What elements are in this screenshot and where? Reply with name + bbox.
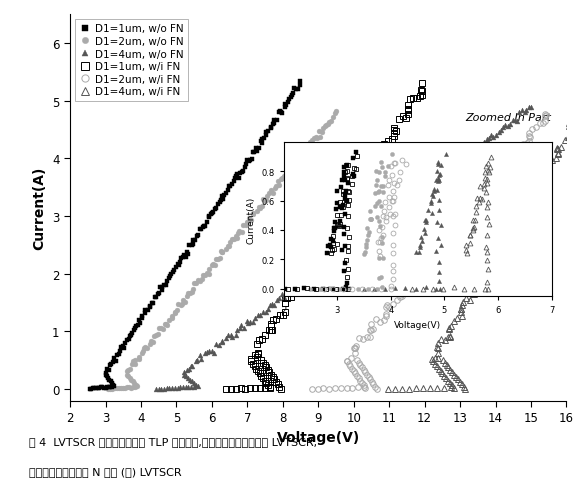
D1=4um, w/i FN <box>494 256 501 262</box>
Text: Zoomed In Part: Zoomed In Part <box>465 113 552 123</box>
D1=4um, w/o FN <box>274 298 281 304</box>
D1=4um, w/i FN <box>578 106 584 112</box>
Line: D1=4um, w/i FN: D1=4um, w/i FN <box>385 106 584 392</box>
D1=2um, w/o FN <box>332 109 339 115</box>
D1=1um, w/i FN <box>418 81 425 87</box>
D1=1um, w/o FN <box>86 386 93 392</box>
D1=2um, w/o FN <box>104 386 111 392</box>
D1=1um, w/o FN <box>134 323 141 329</box>
Line: D1=1um, w/o FN: D1=1um, w/o FN <box>87 80 303 392</box>
Text: 空心曲线为增加浮空 N 阱结 (凋) LVTSCR: 空心曲线为增加浮空 N 阱结 (凋) LVTSCR <box>29 466 182 476</box>
D1=1um, w/o FN <box>281 105 288 111</box>
Legend: D1=1um, w/o FN, D1=2um, w/o FN, D1=4um, w/o FN, D1=1um, w/i FN, D1=2um, w/i FN, : D1=1um, w/o FN, D1=2um, w/o FN, D1=4um, … <box>75 20 188 101</box>
D1=4um, w/o FN <box>528 105 535 111</box>
X-axis label: Voltage(V): Voltage(V) <box>277 430 360 444</box>
D1=2um, w/i FN <box>543 113 550 119</box>
D1=2um, w/i FN <box>345 361 352 367</box>
D1=1um, w/o FN <box>250 150 257 156</box>
Y-axis label: Current(A): Current(A) <box>33 166 47 249</box>
D1=2um, w/i FN <box>510 154 517 160</box>
D1=4um, w/i FN <box>432 361 439 367</box>
D1=4um, w/o FN <box>432 178 439 184</box>
D1=4um, w/o FN <box>418 187 425 193</box>
D1=2um, w/o FN <box>260 197 267 203</box>
D1=2um, w/i FN <box>526 131 533 137</box>
D1=1um, w/i FN <box>356 184 363 190</box>
D1=2um, w/i FN <box>465 205 472 211</box>
Text: 图 4  LVTSCR 不同基区宽度的 TLP 测试曲线,实心曲线为典型结构的 LVTSCR,: 图 4 LVTSCR 不同基区宽度的 TLP 测试曲线,实心曲线为典型结构的 L… <box>29 436 317 446</box>
D1=4um, w/o FN <box>346 243 353 249</box>
D1=1um, w/i FN <box>277 386 284 392</box>
D1=1um, w/i FN <box>223 386 230 392</box>
D1=4um, w/i FN <box>578 106 584 112</box>
D1=4um, w/i FN <box>520 198 527 204</box>
D1=4um, w/i FN <box>385 386 392 392</box>
D1=1um, w/o FN <box>88 386 95 392</box>
D1=2um, w/o FN <box>126 375 133 381</box>
D1=1um, w/o FN <box>297 83 304 89</box>
Line: D1=4um, w/o FN: D1=4um, w/o FN <box>154 106 534 392</box>
D1=4um, w/i FN <box>482 273 489 279</box>
D1=1um, w/o FN <box>237 171 244 177</box>
D1=4um, w/i FN <box>565 121 572 127</box>
D1=2um, w/i FN <box>308 386 315 392</box>
D1=1um, w/o FN <box>297 79 304 85</box>
D1=2um, w/i FN <box>541 112 548 118</box>
Line: D1=1um, w/i FN: D1=1um, w/i FN <box>223 81 425 392</box>
Line: D1=2um, w/o FN: D1=2um, w/o FN <box>105 110 338 392</box>
D1=1um, w/o FN <box>267 125 274 131</box>
D1=2um, w/i FN <box>415 267 422 273</box>
D1=2um, w/o FN <box>123 385 130 391</box>
D1=1um, w/i FN <box>391 128 398 134</box>
D1=2um, w/o FN <box>194 277 201 283</box>
D1=1um, w/i FN <box>404 103 411 109</box>
D1=4um, w/i FN <box>554 150 561 156</box>
D1=2um, w/o FN <box>330 114 337 120</box>
Line: D1=2um, w/i FN: D1=2um, w/i FN <box>309 112 549 392</box>
D1=2um, w/o FN <box>290 162 297 168</box>
D1=4um, w/o FN <box>152 386 159 392</box>
D1=1um, w/i FN <box>259 360 266 366</box>
D1=1um, w/i FN <box>323 243 330 249</box>
D1=4um, w/o FN <box>483 137 490 143</box>
D1=1um, w/i FN <box>310 256 317 262</box>
D1=4um, w/o FN <box>321 265 328 271</box>
D1=2um, w/i FN <box>430 255 437 261</box>
